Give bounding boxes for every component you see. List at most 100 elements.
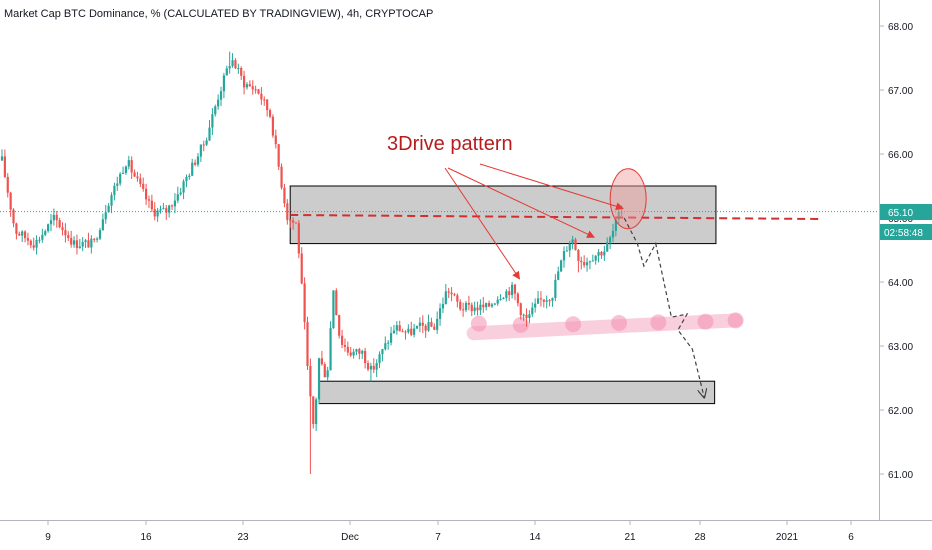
candle	[447, 287, 450, 299]
price-badge: 65.10 02:58:48	[880, 204, 932, 240]
candle	[147, 195, 151, 208]
candle-body	[251, 86, 254, 90]
candle	[119, 172, 122, 186]
candle-body	[361, 350, 364, 354]
candle-body	[568, 243, 571, 251]
candle	[185, 174, 188, 188]
candle	[551, 297, 554, 307]
candle-body	[384, 343, 387, 350]
resistance-zone	[289, 185, 717, 245]
candle	[329, 321, 332, 371]
candle	[179, 187, 182, 196]
candle-body	[0, 156, 4, 161]
candle	[485, 302, 488, 311]
candle-body	[185, 177, 188, 182]
candle-body	[58, 220, 61, 228]
candle	[260, 87, 263, 105]
candle	[355, 348, 358, 356]
candle-body	[482, 304, 485, 308]
x-tick-label: 16	[140, 532, 152, 543]
candle	[335, 288, 338, 316]
bead-dot	[611, 314, 628, 331]
candle	[315, 397, 318, 431]
candle-body	[64, 230, 67, 236]
candle-body	[453, 294, 456, 296]
candle-body	[188, 175, 191, 178]
candle-body	[309, 365, 312, 397]
candle	[217, 94, 220, 110]
candle-body	[173, 200, 177, 207]
candle-body	[551, 298, 554, 301]
candle-body	[485, 303, 488, 308]
bead-dot	[697, 313, 714, 330]
drive-arrow	[447, 167, 596, 238]
candle-body	[266, 99, 269, 111]
candle-body	[531, 307, 534, 315]
candle-body	[271, 116, 275, 136]
candle	[459, 299, 462, 311]
candle-body	[418, 322, 421, 326]
candle-body	[459, 301, 462, 310]
candle	[366, 360, 370, 372]
candle-body	[387, 342, 390, 344]
candle-body	[67, 235, 70, 239]
candle-body	[519, 303, 522, 316]
candle	[191, 158, 194, 176]
candle-body	[196, 156, 200, 165]
candle-body	[565, 250, 568, 252]
candle-body	[401, 331, 404, 333]
candle-body	[75, 240, 79, 248]
candle	[433, 323, 436, 331]
candle	[349, 346, 352, 358]
candle-body	[277, 144, 280, 167]
candle-body	[505, 291, 508, 298]
candle	[384, 336, 387, 351]
candle	[0, 149, 4, 161]
candle	[274, 129, 277, 149]
candle-body	[340, 335, 344, 345]
candle-body	[389, 333, 393, 343]
candle	[18, 231, 21, 236]
candle	[64, 223, 67, 243]
candle	[219, 86, 223, 107]
candle-body	[44, 231, 47, 235]
candle	[611, 223, 615, 243]
time-axis[interactable]: 9 16 23 Dec 7 14 21 28 2021 6	[45, 521, 854, 543]
candle-body	[343, 344, 347, 347]
candle	[464, 300, 468, 313]
candle	[271, 114, 275, 138]
candle-body	[214, 106, 217, 115]
candle	[263, 96, 266, 106]
candle-body	[398, 325, 401, 332]
candle-body	[346, 346, 349, 353]
candle	[545, 295, 548, 309]
candle	[508, 286, 511, 302]
candle	[369, 362, 372, 382]
candle-body	[450, 292, 453, 295]
candle	[381, 348, 384, 362]
candle-body	[404, 331, 407, 333]
candle	[522, 313, 525, 321]
candle-body	[554, 279, 557, 299]
candle-body	[395, 325, 398, 331]
candle	[6, 173, 9, 198]
candle-body	[101, 219, 104, 231]
candle-body	[257, 89, 260, 94]
candle	[441, 297, 445, 314]
candle	[87, 232, 90, 248]
projection-path	[623, 217, 704, 397]
candle	[557, 266, 560, 281]
candle	[444, 284, 447, 305]
candle-body	[536, 298, 540, 304]
candle-body	[430, 322, 433, 327]
candle-body	[369, 365, 372, 370]
candle-body	[81, 241, 84, 247]
candle	[291, 217, 295, 230]
bead-track-layer	[466, 312, 744, 341]
candle	[257, 89, 260, 95]
candle	[78, 239, 81, 249]
candle	[153, 202, 156, 221]
y-tick-label: 66.00	[888, 150, 913, 161]
